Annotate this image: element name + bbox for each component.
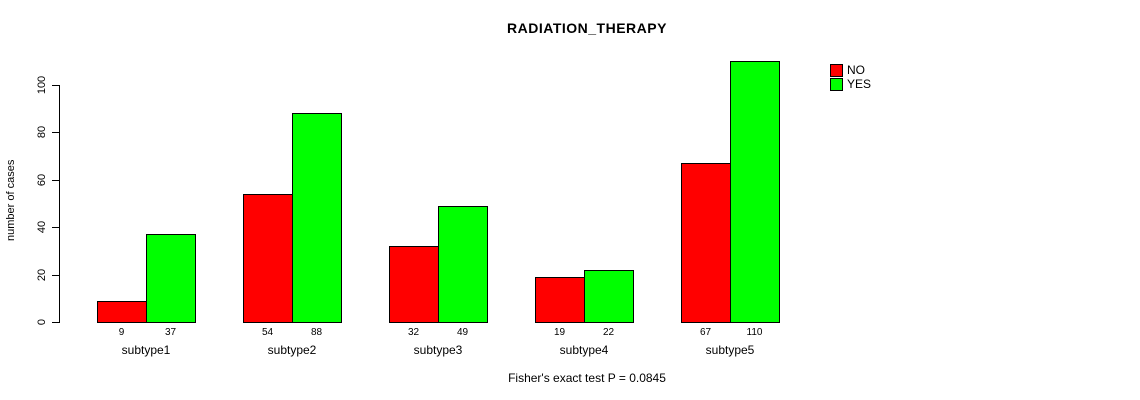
bar-value-label: 88: [310, 327, 323, 338]
bar-value-label: 67: [699, 327, 712, 338]
chart-title: RADIATION_THERAPY: [507, 20, 667, 36]
bar-value-label: 22: [602, 327, 615, 338]
y-axis-tick-label: 0: [36, 318, 48, 326]
legend: NO YES: [830, 64, 871, 92]
y-axis-tick: [52, 275, 59, 276]
y-axis-title: number of cases: [5, 159, 17, 241]
y-axis-tick: [52, 85, 59, 86]
category-label-subtype4: subtype4: [559, 343, 609, 357]
bar-value-label: 54: [261, 327, 274, 338]
y-axis-tick-label: 40: [36, 220, 48, 234]
category-label-subtype3: subtype3: [413, 343, 463, 357]
bar-no-subtype4: [535, 277, 585, 323]
bar-no-subtype2: [243, 194, 293, 323]
bar-value-label: 49: [456, 327, 469, 338]
y-axis-tick: [52, 227, 59, 228]
bar-no-subtype3: [389, 246, 439, 323]
bar-value-label: 37: [164, 327, 177, 338]
y-axis-tick-label: 60: [36, 173, 48, 187]
y-axis-tick: [52, 132, 59, 133]
y-axis-line: [59, 85, 60, 323]
legend-label-yes: YES: [847, 77, 872, 91]
y-axis-tick-label: 20: [36, 268, 48, 282]
y-axis-tick-label: 80: [36, 125, 48, 139]
legend-label-no: NO: [847, 63, 865, 77]
bar-yes-subtype3: [438, 206, 488, 323]
bar-value-label: 19: [553, 327, 566, 338]
bar-value-label: 110: [746, 327, 763, 338]
legend-item-no: NO: [830, 64, 871, 77]
legend-swatch-no: [830, 64, 843, 77]
bar-value-label: 32: [407, 327, 420, 338]
y-axis-tick-label: 100: [36, 75, 48, 95]
footer-stat-text: Fisher's exact test P = 0.0845: [508, 371, 666, 385]
bar-yes-subtype2: [292, 113, 342, 323]
bar-value-label: 9: [118, 327, 125, 338]
bar-no-subtype1: [97, 301, 147, 323]
category-label-subtype1: subtype1: [121, 343, 171, 357]
category-label-subtype5: subtype5: [705, 343, 755, 357]
y-axis-tick: [52, 180, 59, 181]
bar-yes-subtype5: [730, 61, 780, 323]
bar-yes-subtype1: [146, 234, 196, 323]
bar-no-subtype5: [681, 163, 731, 323]
category-label-subtype2: subtype2: [267, 343, 317, 357]
y-axis-tick: [52, 322, 59, 323]
legend-item-yes: YES: [830, 78, 871, 91]
legend-swatch-yes: [830, 78, 843, 91]
bar-yes-subtype4: [584, 270, 634, 323]
